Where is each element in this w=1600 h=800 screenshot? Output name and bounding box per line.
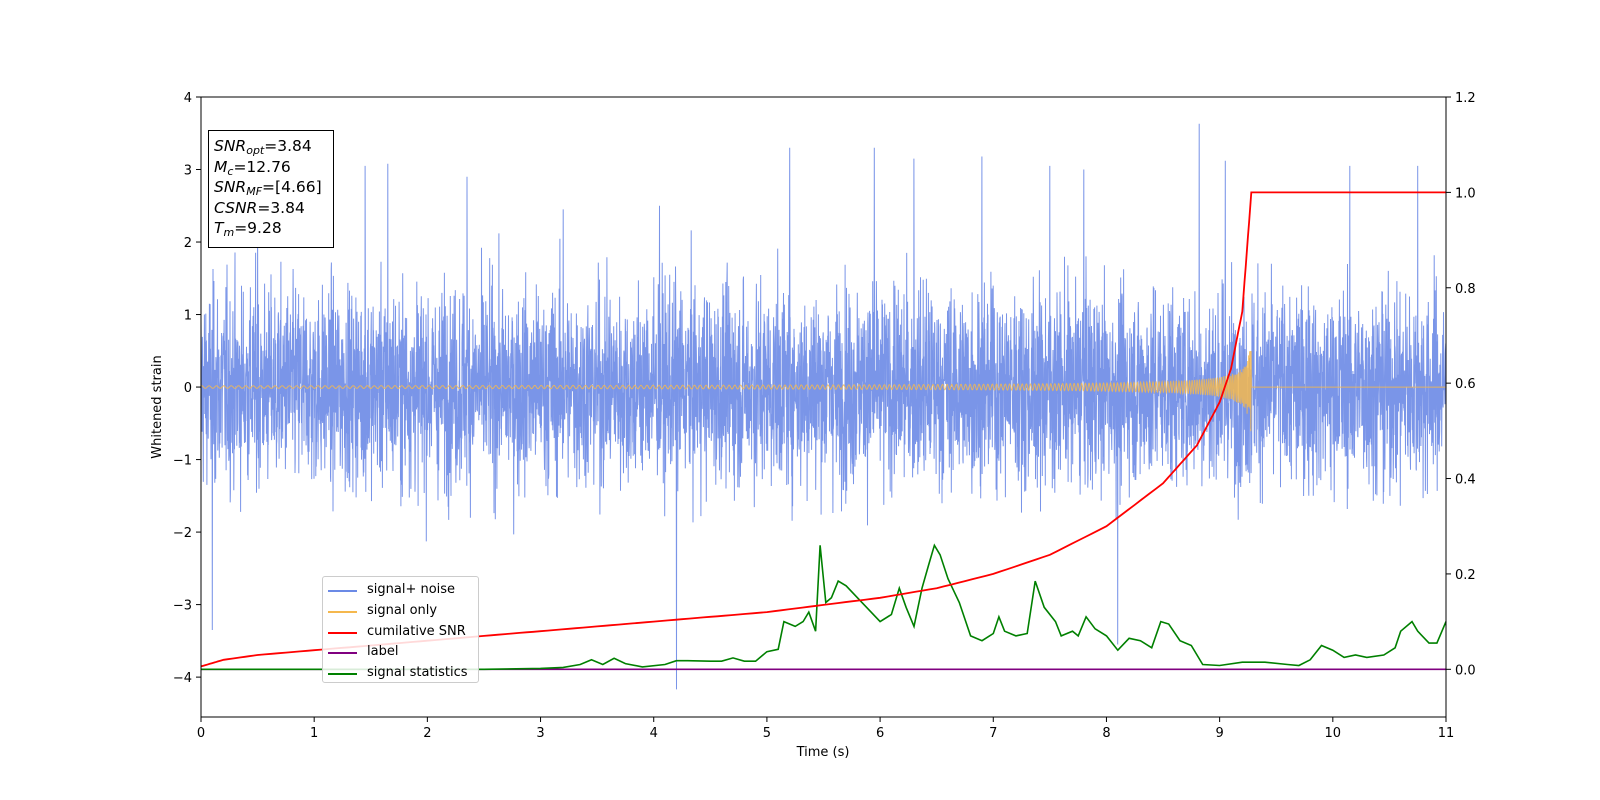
legend-label: signal statistics	[367, 665, 468, 681]
x-tick-label: 5	[763, 726, 771, 741]
x-tick-label: 2	[423, 726, 431, 741]
x-tick-label: 0	[197, 726, 205, 741]
y2-tick-label: 0.2	[1455, 568, 1476, 583]
legend-swatch	[328, 590, 357, 592]
x-tick-label: 9	[1215, 726, 1223, 741]
legend-swatch	[328, 610, 357, 613]
annotation-snr-mf: SNRMF=[4.66]	[214, 178, 322, 198]
legend-label: cumilative SNR	[367, 623, 466, 639]
y2-tick-label: 1.0	[1455, 186, 1476, 201]
y-tick-label: 3	[184, 164, 192, 179]
legend-item-signal-statistics: signal statistics	[323, 663, 478, 684]
annotation-tm: Tm=9.28	[214, 219, 282, 239]
y-tick-label: 0	[184, 381, 192, 396]
chart-legend: signal+ noise signal only cumilative SNR…	[322, 576, 479, 683]
annotation-mc: Mc=12.76	[214, 157, 291, 178]
legend-label: signal+ noise	[367, 582, 456, 597]
y2-tick-label: 0.4	[1455, 473, 1476, 488]
legend-item-signal-only: signal only	[323, 601, 478, 622]
series-signal-noise-line	[200, 123, 1447, 690]
y-tick-label: 4	[184, 91, 192, 106]
legend-item-cumulative-snr: cumilative SNR	[323, 622, 478, 643]
annotation-snr-opt: SNRopt=3.84	[214, 137, 312, 157]
y-tick-label: −2	[173, 526, 192, 541]
legend-label: signal only	[367, 602, 438, 618]
y-tick-label: 2	[184, 236, 192, 251]
y-tick-label: −4	[173, 671, 192, 686]
legend-label: label	[367, 644, 399, 660]
series-signal-statistics-line	[201, 543, 1447, 671]
stats-annotation-box: SNRopt=3.84 Mc=12.76 SNRMF=[4.66] CSNR=3…	[208, 130, 334, 248]
y2-tick-label: 0.0	[1455, 663, 1476, 678]
legend-item-signal-noise: signal+ noise	[323, 580, 478, 601]
x-tick-label: 7	[989, 726, 997, 741]
x-tick-label: 6	[876, 726, 884, 741]
legend-item-label: label	[323, 642, 478, 663]
legend-swatch	[328, 673, 357, 676]
y2-tick-label: 0.8	[1455, 282, 1476, 297]
x-tick-label: 3	[536, 726, 544, 741]
x-tick-label: 4	[650, 726, 658, 741]
axes-frame	[200, 96, 1447, 718]
y-tick-label: −1	[173, 454, 192, 469]
ticks-layer: 0 1 2 3 4 5 6 7 8 9 10 1143210−1−2−3−41.21.00.80.60…	[173, 91, 1476, 741]
y2-tick-label: 0.6	[1455, 377, 1476, 392]
x-axis-label: Time (s)	[796, 745, 850, 760]
legend-swatch	[328, 631, 357, 634]
annotation-csnr: CSNR=3.84	[214, 198, 305, 217]
legend-swatch	[328, 652, 357, 655]
series-signal-only-line	[200, 350, 1446, 432]
x-tick-label: 11	[1438, 726, 1455, 741]
y2-tick-label: 1.2	[1455, 91, 1476, 106]
x-tick-label: 10	[1325, 726, 1342, 741]
x-tick-label: 1	[310, 726, 318, 741]
y-axis-label: Whitened strain	[150, 355, 165, 458]
y-tick-label: 1	[184, 309, 192, 324]
y-tick-label: −3	[173, 599, 192, 614]
x-tick-label: 8	[1102, 726, 1110, 741]
